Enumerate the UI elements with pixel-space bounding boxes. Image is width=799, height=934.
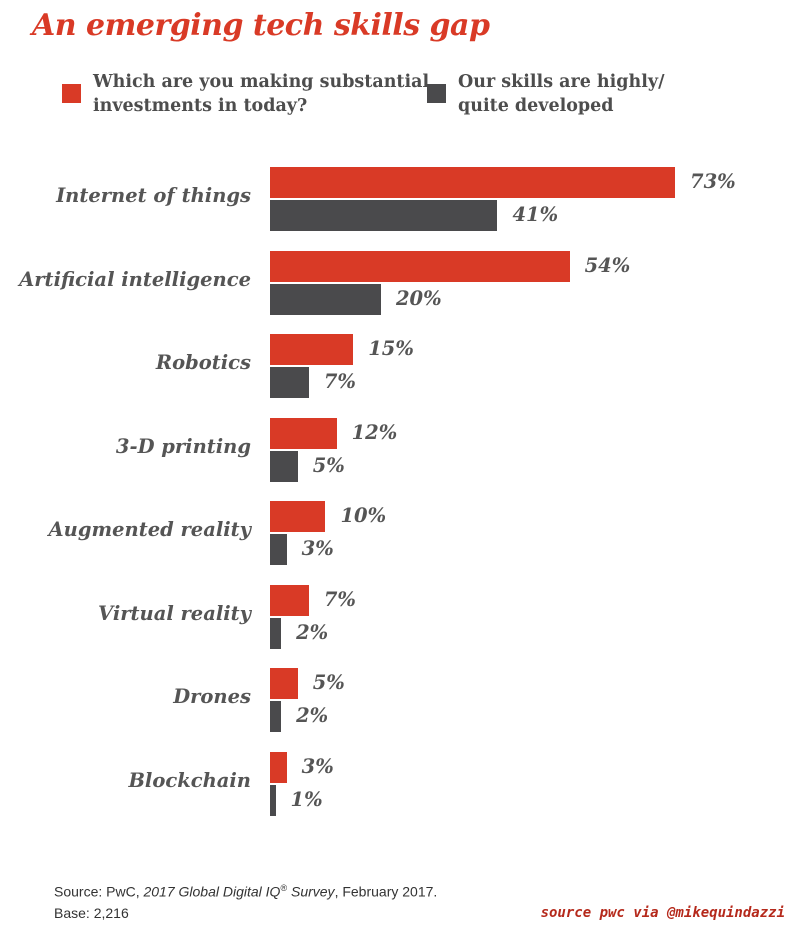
category-label: Internet of things [56,184,251,207]
legend-swatch-investments [62,84,81,103]
value-label-investments: 3% [301,754,334,778]
value-label-investments: 54% [584,253,631,277]
bar-investments [270,250,570,282]
bar-skills [270,784,276,816]
category-label: Robotics [155,351,251,374]
credit-line: source pwc via @mikequindazzi [540,905,785,921]
value-label-skills: 3% [301,537,334,560]
value-label-investments: 7% [323,587,356,611]
bar-investments [270,751,287,783]
value-label-investments: 10% [340,504,387,527]
chart-title: An emerging tech skills gap [32,8,490,43]
category-label: Blockchain [128,768,251,792]
value-label-investments: 15% [368,337,414,360]
bar-skills [270,534,287,565]
value-label-skills: 7% [323,370,356,393]
bar-investments [270,417,337,449]
value-label-skills: 2% [296,620,329,644]
value-label-skills: 5% [312,453,345,477]
value-label-skills: 2% [296,704,329,727]
value-label-investments: 73% [690,170,736,193]
category-label: Drones [173,685,251,708]
bar-skills [270,701,282,732]
category-label: Artificial intelligence [19,267,251,291]
value-label-investments: 12% [351,420,398,444]
bar-skills [270,617,282,649]
bar-investments [270,167,675,198]
legend-label-investments: Which are you making substantial investm… [93,72,430,116]
bar-skills [270,200,498,231]
value-label-skills: 1% [290,787,323,811]
category-label: Augmented reality [48,518,251,541]
legend-item-investments: Which are you making substantial investm… [62,70,430,118]
legend-label-skills: Our skills are highly/ quite developed [458,72,665,116]
category-label: 3-D printing [115,434,251,458]
legend-item-skills: Our skills are highly/ quite developed [427,70,788,118]
value-label-investments: 5% [312,671,345,694]
bar-investments [270,584,309,616]
category-label: Virtual reality [98,601,251,625]
bar-investments [270,501,326,532]
bar-skills [270,367,309,398]
value-label-skills: 20% [395,286,442,310]
base-note: Base: 2,216 [54,904,129,921]
source-note: Source: PwC, 2017 Global Digital IQ® Sur… [54,883,438,921]
legend-swatch-skills [427,84,446,103]
value-label-skills: 41% [512,203,559,226]
bar-investments [270,668,298,699]
bar-skills [270,450,298,482]
bar-skills [270,283,381,315]
bar-investments [270,334,354,365]
